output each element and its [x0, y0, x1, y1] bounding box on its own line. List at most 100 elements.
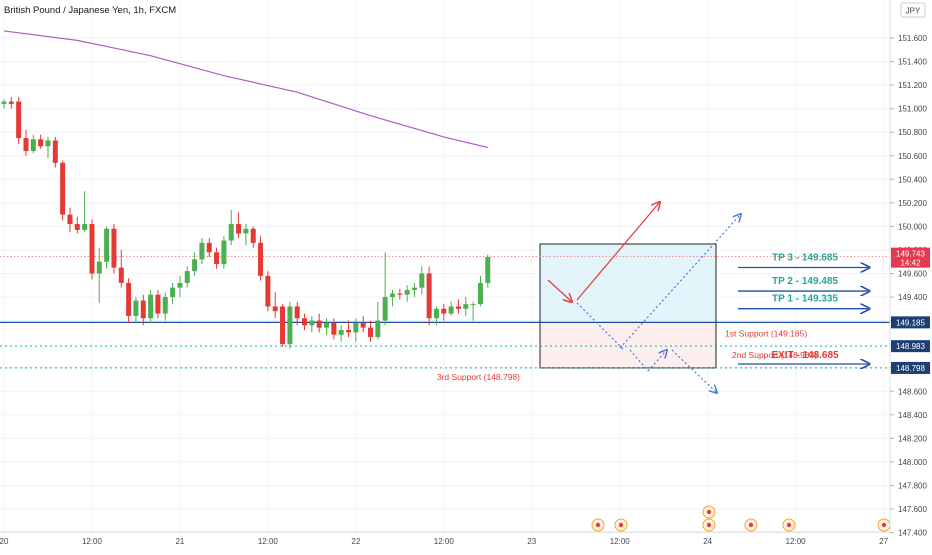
candle — [294, 301, 300, 326]
candle-body — [397, 293, 403, 295]
candle — [96, 247, 102, 303]
event-marker-dot — [786, 522, 792, 528]
time-tick-label: 23 — [527, 537, 536, 546]
candle — [397, 288, 403, 300]
candle — [52, 136, 58, 168]
candle — [133, 297, 139, 323]
candle-body — [162, 297, 168, 314]
candle — [309, 315, 315, 333]
event-marker-dot — [748, 522, 754, 528]
candle — [23, 129, 29, 156]
candle-body — [353, 322, 359, 333]
candle — [8, 96, 14, 109]
candle-body — [294, 306, 300, 319]
candle — [38, 134, 44, 149]
candle — [250, 226, 256, 248]
time-tick-label: 12:00 — [434, 537, 455, 546]
price-tick-label: 150.200 — [898, 199, 927, 208]
candle — [448, 301, 454, 316]
support-label: 3rd Support (148.798) — [437, 372, 520, 382]
candle — [258, 235, 264, 281]
candle — [162, 292, 168, 321]
candle-body — [155, 294, 161, 314]
time-tick-label: 27 — [879, 537, 888, 546]
candle — [74, 216, 80, 234]
candle — [214, 247, 220, 269]
candle-body — [455, 306, 461, 309]
price-tick-label: 151.000 — [898, 105, 927, 114]
candle-body — [243, 228, 249, 234]
price-tick-label: 147.400 — [898, 529, 927, 538]
candle — [272, 292, 278, 319]
candle — [389, 289, 395, 307]
zone-upper — [540, 244, 716, 323]
candle-body — [23, 138, 29, 152]
price-tick-label: 147.600 — [898, 505, 927, 514]
candle — [375, 301, 381, 340]
candle — [184, 266, 190, 288]
candle-body — [250, 228, 256, 243]
time-axis[interactable]: 20 12:00 21 12:00 22 12:00 23 12:00 24 12:00 27 — [0, 537, 889, 546]
candle — [463, 297, 469, 316]
candle — [455, 299, 461, 314]
candle-body — [126, 282, 132, 316]
candle-body — [470, 304, 476, 306]
time-tick-label: 12:00 — [610, 537, 631, 546]
candle-body — [214, 252, 220, 265]
candle-body — [368, 327, 373, 338]
currency-badge[interactable]: JPY — [906, 7, 921, 16]
support-label: 2nd Support (148.983) — [732, 350, 817, 360]
candle — [485, 254, 491, 288]
candle-body — [206, 242, 212, 253]
time-tick-label: 22 — [351, 537, 360, 546]
candle-body — [221, 240, 227, 265]
price-tick-label: 148.200 — [898, 434, 927, 443]
candle-body — [236, 224, 242, 234]
support-axis-label: 148.798 — [896, 364, 925, 373]
candle — [236, 212, 242, 239]
candle — [1, 99, 7, 109]
candle-body — [60, 162, 66, 215]
price-tick-label: 151.200 — [898, 81, 927, 90]
candle — [45, 136, 51, 159]
candle — [419, 266, 425, 295]
candle — [338, 325, 344, 342]
candle — [206, 238, 212, 258]
candle — [470, 301, 476, 321]
candle — [411, 282, 417, 298]
targets-layer: TP 3 - 149.685 TP 2 - 149.485 TP 1 - 149.3… — [738, 252, 868, 364]
candle-body — [316, 320, 322, 328]
candle — [368, 320, 373, 342]
candle-body — [346, 330, 352, 333]
candle — [140, 294, 146, 326]
candle-body — [463, 304, 469, 309]
candle — [67, 207, 73, 233]
candle-body — [38, 139, 44, 147]
candle-body — [331, 322, 337, 335]
candle-body — [309, 320, 315, 326]
candle-body — [426, 273, 432, 319]
candle — [302, 313, 308, 331]
currency-badge-box[interactable] — [900, 2, 926, 18]
trade-zone-layer — [539, 243, 717, 369]
candle — [316, 313, 322, 333]
red-entry-arrow — [547, 279, 571, 301]
candle-body — [89, 224, 95, 274]
candle — [324, 318, 330, 335]
candle-body — [1, 101, 7, 104]
support-axis-badge — [891, 361, 930, 374]
candle-body — [228, 224, 234, 241]
last-price-badge — [891, 247, 930, 268]
candle-body — [485, 257, 491, 283]
candle — [404, 285, 410, 302]
candle — [426, 266, 432, 326]
price-tick-label: 150.400 — [898, 175, 927, 184]
candle-body — [441, 308, 447, 314]
candle — [199, 238, 205, 265]
candle — [16, 96, 22, 144]
drawings-layer — [547, 203, 740, 392]
support-label: 1st Support (149.185) — [725, 328, 807, 338]
candle — [441, 304, 447, 321]
